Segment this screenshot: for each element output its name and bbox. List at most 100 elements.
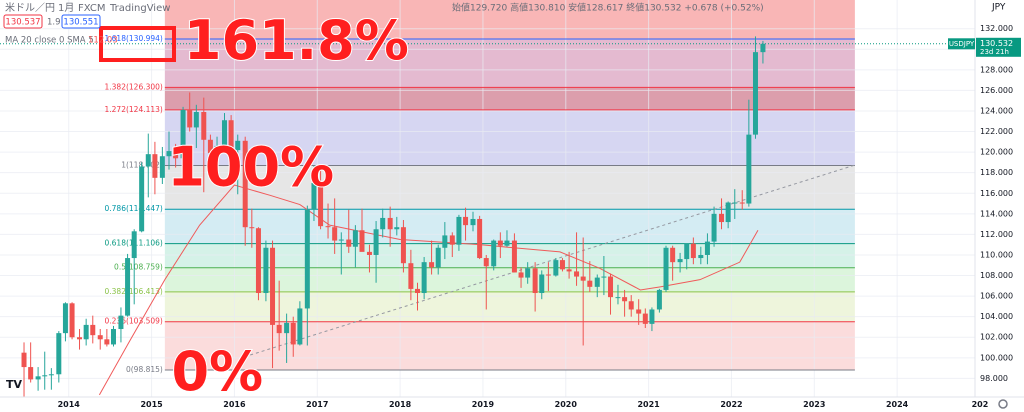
candle-body (304, 209, 310, 309)
x-tick-label: 2014 (58, 400, 81, 409)
bid[interactable]: 130.537 (5, 18, 40, 28)
y-tick-label: 116.000 (980, 189, 1013, 198)
candle-body (477, 218, 483, 259)
candle-body (325, 226, 331, 228)
candle-body (28, 367, 34, 380)
currency[interactable]: JPY (991, 3, 1006, 13)
x-tick-label: 2023 (803, 400, 825, 409)
candle-body (608, 276, 614, 298)
candle-body (497, 240, 503, 246)
fib-band (164, 39, 855, 88)
candle-body (97, 335, 103, 340)
candle-body (69, 303, 75, 338)
y-tick-label: 128.000 (980, 65, 1013, 74)
fib-band (164, 109, 855, 166)
settings-icon[interactable] (998, 399, 1008, 409)
fib-label: 1.618(130.994) (105, 34, 163, 43)
fib-label: 0(98.815) (126, 365, 163, 374)
symbol: 米ドル／円 (5, 1, 55, 14)
y-axis-panel (975, 0, 1024, 397)
candle-body (587, 280, 593, 287)
candle-body (615, 297, 621, 299)
x-tick-label: 2020 (555, 400, 578, 409)
candle-body (159, 156, 165, 178)
candle-body (380, 217, 386, 230)
candle-body (649, 309, 655, 324)
x-axis-panel (0, 397, 1024, 412)
x-tick-label: 2019 (472, 400, 495, 409)
candle-body (435, 247, 441, 268)
candle-body (642, 313, 648, 324)
fib-label: 1.382(126.300) (105, 82, 163, 91)
fib-band (164, 267, 855, 292)
x-tick-label: 2022 (720, 400, 742, 409)
candle-body (62, 303, 68, 334)
y-tick-label: 120.000 (980, 148, 1013, 157)
candle-body (532, 268, 538, 294)
y-tick-label: 114.000 (980, 209, 1013, 218)
x-tick-label: 2017 (306, 400, 328, 409)
candle-body (746, 134, 752, 204)
x-tick-label: 202 (972, 400, 989, 409)
y-tick-label: 106.000 (980, 292, 1013, 301)
candle-body (670, 247, 676, 263)
candle-body (711, 213, 717, 242)
candle-body (470, 218, 476, 226)
y-tick-label: 122.000 (980, 127, 1013, 136)
candle-body (166, 151, 172, 157)
candle-body (518, 272, 524, 278)
candle-body (21, 352, 27, 368)
candle-body (145, 154, 151, 167)
bid-box[interactable] (3, 14, 43, 29)
candle-body (594, 277, 600, 287)
candle-body (580, 276, 586, 281)
candle-body (387, 217, 393, 230)
source: FXCM (78, 3, 106, 14)
x-tick-label: 2016 (223, 400, 246, 409)
candle-body (48, 374, 54, 376)
price-tag (976, 37, 1021, 57)
ask-box[interactable] (61, 14, 101, 29)
y-tick-label: 110.000 (980, 250, 1013, 259)
candle-body (429, 262, 435, 268)
candle-body (739, 202, 745, 204)
y-tick-label: 124.000 (980, 106, 1013, 115)
spread: 1.9 (47, 18, 61, 28)
candle-body (180, 109, 186, 159)
candle-body (297, 308, 303, 345)
ask[interactable]: 130.551 (63, 18, 98, 28)
candle-body (483, 258, 489, 267)
candle-body (491, 240, 497, 267)
x-tick-label: 2021 (637, 400, 660, 409)
x-tick-label: 2018 (389, 400, 412, 409)
fib-label: 1.272(124.113) (105, 105, 163, 114)
axes: 98.000 100.000 102.000 104.000 106.000 108.00… (58, 24, 1021, 409)
candle-body (214, 145, 220, 154)
candle-body (201, 112, 207, 140)
annotation: 161.8% (184, 9, 409, 72)
ma-line (98, 184, 759, 396)
candle-body (366, 251, 372, 255)
candle-body (442, 235, 448, 248)
platform: TradingView (109, 3, 170, 14)
candle-body (193, 112, 199, 128)
candle-body (677, 259, 683, 263)
fib-band (164, 209, 855, 244)
candle-body (311, 182, 317, 210)
candle-body (601, 276, 607, 278)
candle-body (545, 274, 551, 276)
candle-body (456, 216, 462, 245)
y-tick-label: 118.000 (980, 168, 1013, 177)
candle-body (732, 202, 738, 204)
trend-line (250, 164, 856, 356)
candle-body (276, 324, 282, 334)
candle-body (332, 227, 338, 241)
candle-body (704, 241, 710, 255)
candle-body (221, 120, 227, 146)
candle-body (760, 43, 766, 53)
candle-body (752, 52, 758, 135)
fib-band (164, 87, 855, 110)
annotation: 100% (167, 135, 334, 198)
candle-body (263, 247, 269, 294)
candle-body (553, 260, 559, 276)
